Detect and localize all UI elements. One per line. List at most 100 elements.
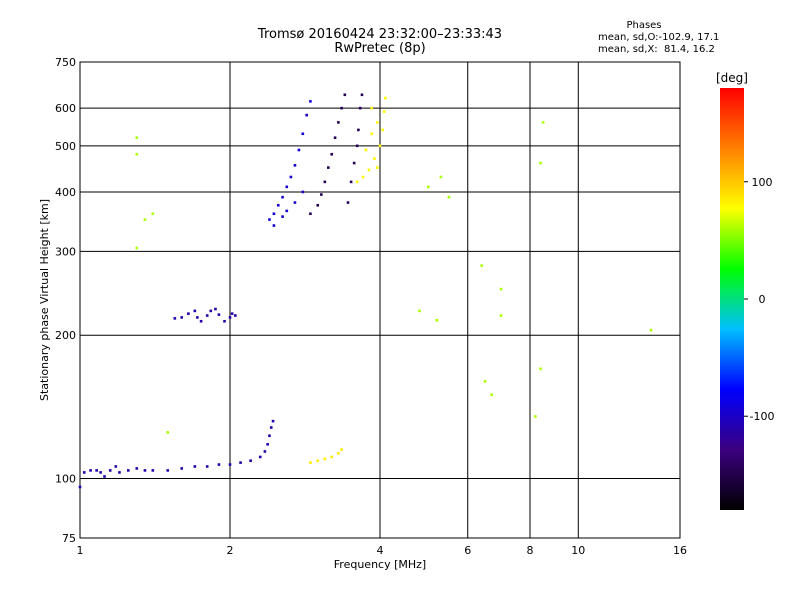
data-point <box>649 328 653 332</box>
data-point <box>305 113 308 117</box>
x-axis-label: Frequency [MHz] <box>334 558 426 571</box>
data-point <box>373 157 376 160</box>
data-point <box>118 471 121 474</box>
data-point <box>309 212 312 216</box>
data-point <box>330 455 334 459</box>
data-point <box>193 465 197 468</box>
data-point <box>483 380 487 383</box>
data-point <box>143 218 147 221</box>
data-point <box>480 264 484 267</box>
x-tick-label: 4 <box>377 544 384 557</box>
data-point <box>297 148 301 152</box>
data-point <box>378 144 382 148</box>
data-point <box>269 426 273 429</box>
data-point <box>358 106 362 110</box>
data-point <box>103 475 106 478</box>
data-point <box>327 166 330 169</box>
y-tick-label: 600 <box>55 102 76 115</box>
data-point <box>135 136 139 140</box>
data-point <box>281 195 284 199</box>
y-tick-label: 500 <box>55 140 76 153</box>
data-point <box>199 319 203 323</box>
y-tick-label: 400 <box>55 186 76 199</box>
data-point <box>384 96 387 100</box>
data-point <box>418 309 421 313</box>
data-point <box>301 132 305 136</box>
x-tick-label: 10 <box>571 544 585 557</box>
data-point <box>151 212 155 216</box>
data-point <box>340 106 343 110</box>
data-point <box>490 393 493 397</box>
colorbar-unit: [deg] <box>716 71 748 85</box>
data-point <box>426 185 430 189</box>
x-tick-label: 8 <box>527 544 534 557</box>
data-point <box>196 316 199 319</box>
data-point <box>95 469 98 472</box>
data-point <box>135 467 139 470</box>
y-tick-label: 75 <box>62 532 76 545</box>
data-point <box>263 450 267 453</box>
data-point <box>239 461 242 464</box>
data-point <box>360 93 364 97</box>
chart-subtitle: RwPretec (8p) <box>334 41 426 56</box>
data-point <box>228 316 232 319</box>
x-tick-label: 16 <box>673 544 687 557</box>
data-point <box>346 201 350 204</box>
data-point <box>333 136 337 140</box>
data-point <box>166 431 170 434</box>
data-point <box>289 175 293 179</box>
data-point <box>499 314 503 317</box>
data-point <box>82 471 86 474</box>
x-tick-label: 6 <box>464 544 471 557</box>
data-point <box>361 175 365 179</box>
data-point <box>258 455 262 459</box>
data-point <box>357 128 360 132</box>
data-point <box>108 469 112 472</box>
data-point <box>205 314 209 317</box>
colorbar-tick-label: -100 <box>750 410 775 423</box>
data-point <box>151 469 155 472</box>
data-point <box>99 471 102 474</box>
data-point <box>370 106 374 110</box>
data-point <box>330 152 334 156</box>
data-point <box>447 195 451 199</box>
data-point <box>355 144 359 148</box>
data-point <box>187 312 190 315</box>
data-point <box>316 203 320 207</box>
data-point <box>276 203 280 207</box>
data-point <box>337 451 340 455</box>
y-axis-label: Stationary phase Virtual Height [km] <box>38 199 51 401</box>
data-point <box>281 215 284 218</box>
data-point <box>217 463 221 466</box>
data-point <box>364 148 368 152</box>
data-point <box>228 463 232 466</box>
data-point <box>309 461 312 464</box>
data-point <box>301 190 305 194</box>
data-point <box>323 180 327 184</box>
data-point <box>126 469 130 472</box>
data-point <box>375 121 379 124</box>
data-point <box>285 185 289 189</box>
data-point <box>439 175 443 179</box>
data-point <box>272 212 276 216</box>
data-point <box>272 224 276 227</box>
data-point <box>539 367 542 371</box>
data-point <box>78 485 82 489</box>
data-point <box>271 419 275 423</box>
data-point <box>180 316 184 319</box>
data-point <box>217 313 221 316</box>
data-point <box>343 93 347 97</box>
data-point <box>370 132 374 136</box>
data-point <box>135 246 139 250</box>
data-point <box>316 459 320 463</box>
data-point <box>293 201 297 204</box>
data-point <box>375 166 379 169</box>
data-point <box>268 218 271 221</box>
data-point <box>435 318 439 322</box>
colorbar-tick-label: 100 <box>752 176 773 189</box>
data-point <box>499 287 503 291</box>
data-point <box>382 110 386 113</box>
data-point <box>234 314 237 317</box>
